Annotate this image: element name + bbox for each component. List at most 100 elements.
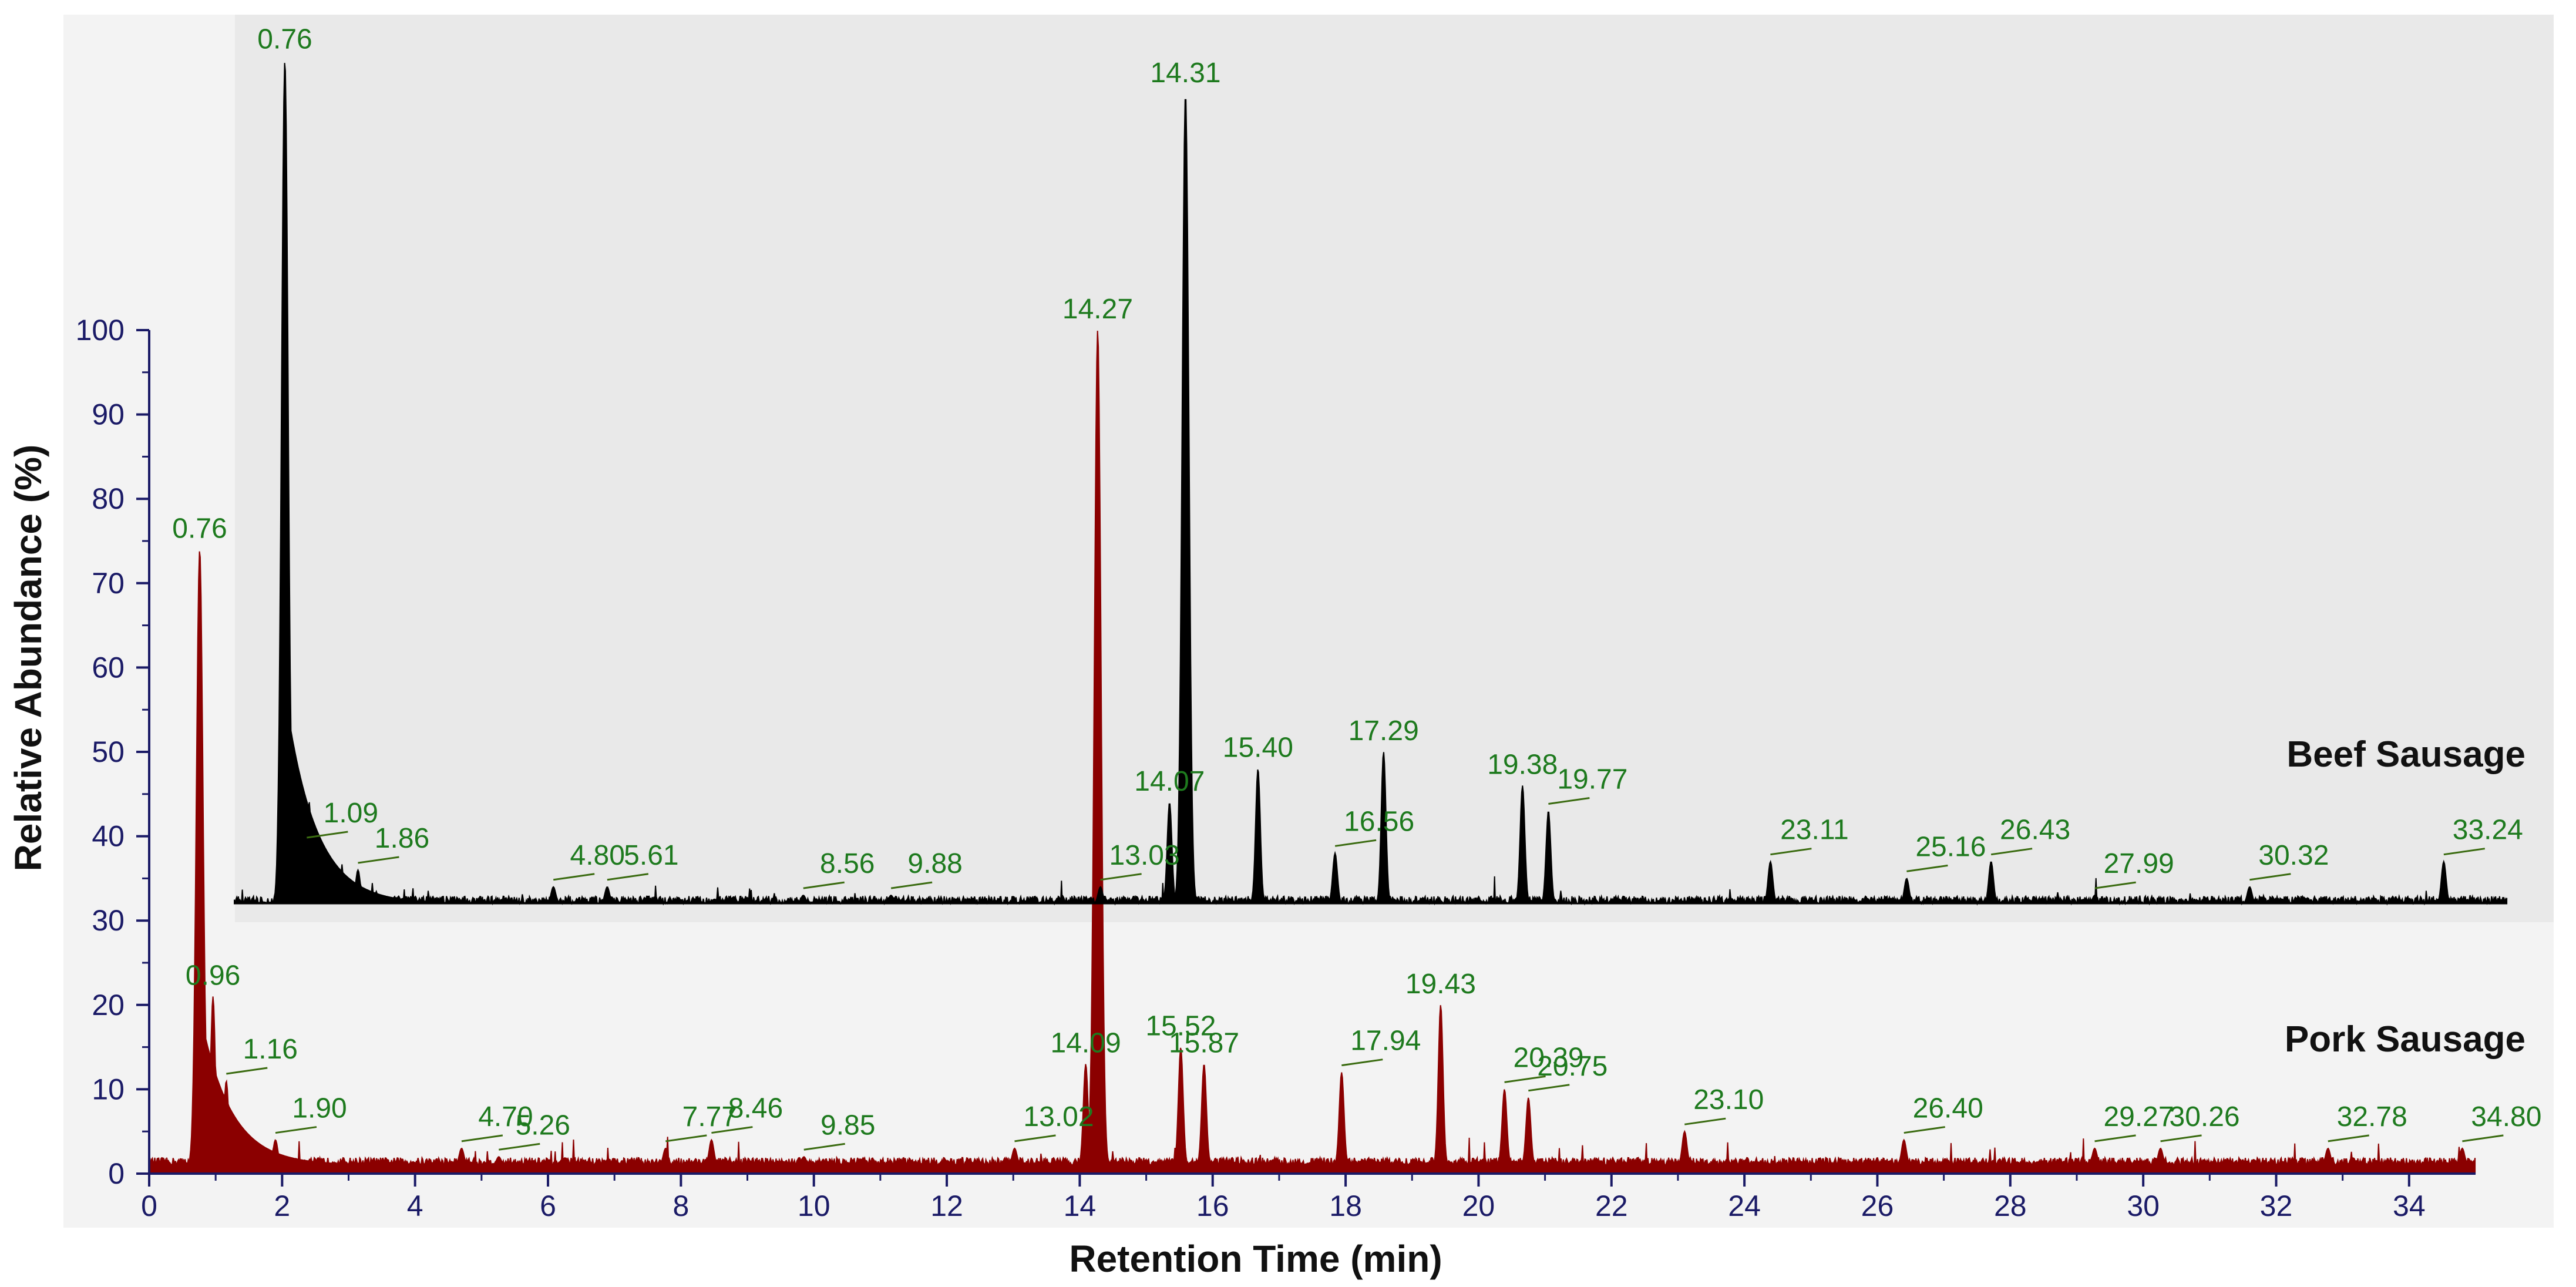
peak-leader-line [358, 856, 399, 864]
x-tick-label: 6 [540, 1189, 556, 1222]
peak-label: 30.32 [2258, 840, 2329, 871]
peak-labels-group: 0.76 1.091.86 4.805.61 8.56 9.88 13.03 14.07 14… [172, 23, 2541, 1151]
peak-label: 23.10 [1693, 1084, 1764, 1115]
x-tick-label: 20 [1462, 1189, 1495, 1222]
peak-label: 0.96 [186, 960, 240, 991]
pork-sausage-trace-group [149, 331, 2476, 1174]
peak-leader-line [1548, 797, 1590, 805]
peak-label: 32.78 [2337, 1101, 2407, 1133]
x-tick-label: 16 [1196, 1189, 1229, 1222]
peak-label: 26.43 [2000, 815, 2070, 846]
peak-label: 13.03 [1109, 840, 1180, 871]
peak-label: 5.61 [624, 840, 678, 871]
peak-leader-line [2094, 881, 2136, 889]
peak-leader-line [2443, 848, 2486, 856]
peak-label: 13.02 [1023, 1101, 1094, 1133]
peak-label: 33.24 [2453, 815, 2523, 846]
peak-label: 26.40 [1913, 1093, 1983, 1124]
pork-series-name: Pork Sausage [2285, 1019, 2525, 1060]
peak-leader-line [1014, 1134, 1056, 1142]
peak-leader-line [1906, 864, 1948, 872]
beef-sausage-trace-group [234, 63, 2508, 906]
x-tick-label: 10 [798, 1189, 830, 1222]
y-tick-label: 50 [92, 735, 125, 768]
y-tick-label: 90 [92, 398, 125, 431]
y-axis-title: Relative Abundance (%) [7, 445, 49, 872]
peak-label: 14.09 [1051, 1027, 1121, 1059]
x-tick-label: 0 [141, 1189, 157, 1222]
peak-label: 20.75 [1537, 1051, 1608, 1082]
peak-label: 1.90 [292, 1093, 347, 1124]
peak-label: 8.56 [820, 848, 875, 879]
peak-label: 20.39 [1514, 1042, 1584, 1073]
x-tick-label: 4 [407, 1189, 423, 1222]
peak-leader-line [461, 1134, 503, 1142]
y-tick-label: 10 [92, 1073, 125, 1105]
peak-label: 27.99 [2104, 848, 2174, 879]
peak-label: 25.16 [1915, 831, 1986, 862]
peak-leader-line [2328, 1134, 2369, 1142]
y-tick-label: 100 [76, 314, 125, 347]
peak-leader-line [499, 1142, 540, 1151]
x-tick-label: 28 [1994, 1189, 2027, 1222]
peak-label: 9.85 [820, 1110, 875, 1141]
peak-label: 17.29 [1348, 715, 1419, 747]
peak-label: 8.46 [728, 1093, 783, 1124]
peak-label: 4.70 [478, 1101, 533, 1133]
x-tick-label: 32 [2260, 1189, 2293, 1222]
chromatogram-trace [234, 63, 2508, 906]
peak-leader-line [890, 881, 933, 889]
peak-label: 1.09 [324, 798, 378, 829]
peak-leader-line [2160, 1134, 2202, 1142]
peak-label: 34.80 [2471, 1101, 2541, 1133]
x-tick-label: 26 [1861, 1189, 1894, 1222]
peak-label: 5.26 [516, 1110, 570, 1141]
y-tick-label: 40 [92, 820, 125, 853]
peak-label: 0.76 [257, 23, 312, 55]
x-tick-label: 34 [2393, 1189, 2426, 1222]
chromatogram-trace [149, 331, 2476, 1174]
peak-leader-line [1100, 873, 1142, 881]
peak-label: 15.40 [1223, 732, 1293, 764]
x-tick-label: 14 [1064, 1189, 1097, 1222]
peak-label: 7.77 [682, 1101, 737, 1133]
peak-leader-line [1334, 839, 1377, 847]
peak-leader-line [665, 1134, 707, 1142]
peak-leader-line [2462, 1134, 2504, 1142]
peak-label: 19.43 [1405, 969, 1476, 1000]
peak-leader-line [226, 1067, 268, 1075]
y-tick-label: 70 [92, 567, 125, 600]
peak-label: 0.76 [172, 513, 227, 544]
x-tick-label: 24 [1728, 1189, 1761, 1222]
peak-label: 9.88 [907, 848, 962, 879]
peak-label: 14.27 [1062, 294, 1133, 325]
y-tick-label: 30 [92, 904, 125, 937]
peak-label: 23.11 [1780, 815, 1849, 846]
peak-label: 17.94 [1350, 1026, 1421, 1057]
peak-label: 19.77 [1557, 764, 1627, 795]
peak-leader-line [1504, 1075, 1546, 1083]
peak-label: 16.56 [1344, 806, 1414, 837]
beef-plot-background [235, 15, 2554, 922]
x-tick-label: 8 [672, 1189, 689, 1222]
peak-label: 14.07 [1134, 766, 1205, 797]
peak-label: 1.86 [375, 823, 429, 854]
peak-leader-line [275, 1126, 317, 1134]
beef-series-name: Beef Sausage [2286, 734, 2525, 775]
x-tick-label: 2 [274, 1189, 290, 1222]
peak-leader-line [1341, 1059, 1383, 1067]
peak-leader-line [803, 881, 845, 889]
peak-label: 19.38 [1487, 749, 1558, 780]
y-tick-label: 0 [108, 1157, 125, 1190]
peak-leader-line [307, 831, 348, 839]
peak-leader-line [1528, 1084, 1570, 1092]
peak-leader-line [711, 1126, 753, 1134]
peak-leader-line [2249, 873, 2291, 881]
y-tick-label: 60 [92, 651, 125, 684]
peak-label: 29.27 [2103, 1101, 2174, 1133]
peak-label: 1.16 [243, 1034, 298, 1065]
peak-leader-line [553, 873, 595, 881]
peak-leader-line [2094, 1134, 2136, 1142]
peak-leader-line [803, 1142, 845, 1151]
